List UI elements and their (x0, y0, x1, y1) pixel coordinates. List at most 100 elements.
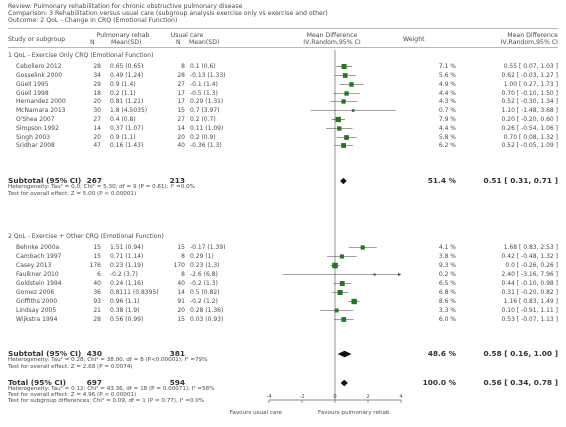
exp-mean-sd: 0.56 (0.99) (110, 316, 144, 323)
point-estimate (335, 116, 341, 123)
point-estimate (337, 126, 342, 131)
study-ci: 0.62 [ -0.03, 1.27 ] (501, 72, 558, 79)
study-weight: 4.4 % (438, 90, 456, 97)
total-effect-text: Test for overall effect: Z = 4.96 (P < 0… (8, 392, 137, 398)
point-estimate (341, 317, 347, 322)
point-estimate (344, 135, 349, 140)
study-ci: 0.55 [ 0.07, 1.03 ] (503, 63, 558, 70)
col-ctl-group: Usual care (170, 32, 204, 39)
overall-effect-text: Test for overall effect: Z = 5.00 (P < 0… (8, 191, 137, 197)
study-name: Lindsay 2005 (16, 307, 57, 314)
ctl-n: 8 (181, 253, 185, 260)
subtotal-exp-n: 267 (86, 176, 102, 185)
subgroup-differences-text: Test for subgroup differences: Chi² = 0.… (8, 398, 205, 404)
x-tick-label: 4 (399, 394, 403, 400)
study-weight: 7.9 % (438, 116, 456, 123)
point-estimate (334, 308, 339, 313)
exp-mean-sd: 0.37 (1.07) (110, 125, 144, 132)
study-weight: 5.6 % (438, 72, 456, 79)
point-estimate (344, 91, 349, 96)
study-ci: 0.44 [ -0.10, 0.98 ] (501, 280, 558, 287)
exp-mean-sd: 1.8 (4.5035) (110, 107, 148, 114)
ctl-mean-sd: 0.28 (1.36) (190, 307, 224, 314)
exp-mean-sd: -0.2 (3.7) (110, 271, 138, 278)
study-name: Sridhar 2008 (16, 142, 55, 149)
ctl-mean-sd: 0.11 (1.09) (190, 125, 224, 132)
exp-n: 15 (93, 253, 101, 260)
study-name: Simpson 1992 (16, 125, 59, 132)
total-exp-n: 697 (86, 378, 102, 387)
exp-mean-sd: 0.16 (1.43) (110, 142, 144, 149)
study-weight: 6.0 % (438, 316, 456, 323)
pooled-diamond (340, 379, 348, 387)
exp-n: 20 (93, 98, 101, 105)
ctl-n: 15 (177, 316, 185, 323)
total-ci: 0.56 [ 0.34, 0.78 ] (483, 378, 558, 387)
ctl-mean-sd: 0.2 (0.9) (190, 134, 216, 141)
study-name: Casey 2013 (16, 262, 52, 269)
col-md-title: Mean Difference (306, 32, 358, 39)
study-ci: 1.16 [ 0.83, 1.49 ] (503, 298, 558, 305)
exp-mean-sd: 0.71 (1.14) (110, 253, 144, 260)
ctl-mean-sd: -0.2 (1.3) (190, 280, 218, 287)
exp-n: 36 (93, 289, 101, 296)
overall-effect-text: Test for overall effect: Z = 2.68 (P = 0… (8, 364, 133, 370)
ctl-mean-sd: 0.2 (0.7) (190, 116, 216, 123)
axis-right-label: Favours pulmonary rehab (318, 410, 390, 416)
study-ci: 0.70 [ 0.08, 1.32 ] (503, 134, 558, 141)
ctl-mean-sd: -0.36 (1.3) (190, 142, 222, 149)
x-tick-label: -4 (266, 394, 272, 400)
study-name: Cambach 1997 (16, 253, 62, 260)
study-weight: 3.3 % (438, 307, 456, 314)
col-md2-method: IV,Random,95% CI (500, 39, 558, 46)
study-ci: 0.70 [ -0.10, 1.50 ] (501, 90, 558, 97)
exp-n: 14 (93, 125, 101, 132)
point-estimate (351, 109, 355, 112)
col-ctl-mean: Mean(SD) (189, 39, 220, 46)
ctl-mean-sd: 0.5 (0.82) (190, 289, 220, 296)
exp-mean-sd: 0.2 (1.1) (110, 90, 136, 97)
col-exp-mean: Mean(SD) (111, 39, 142, 46)
outcome-title: Outcome: 2 QoL - Change in CRQ (Emotiona… (8, 17, 178, 24)
study-name: McNamara 2013 (16, 107, 66, 114)
study-name: Singh 2003 (16, 134, 51, 141)
col-exp-group: Pulmonary rehab (96, 32, 150, 39)
header-rule-bottom (8, 47, 558, 48)
ctl-n: 15 (177, 107, 185, 114)
exp-n: 18 (93, 90, 101, 97)
point-estimate (339, 281, 345, 286)
study-weight: 9.3 % (438, 262, 456, 269)
study-weight: 0.2 % (438, 271, 456, 278)
study-weight: 6.5 % (438, 280, 456, 287)
study-name: Gomez 2006 (16, 289, 55, 296)
exp-n: 28 (93, 63, 101, 70)
point-estimate (341, 99, 346, 104)
exp-n: 21 (93, 307, 101, 314)
exp-mean-sd: 0.81 (1.21) (110, 98, 144, 105)
study-name: Faulkner 2010 (16, 271, 59, 278)
subtotal-ci: 0.51 [ 0.31, 0.71 ] (483, 176, 558, 185)
study-ci: 0.26 [ -0.54, 1.06 ] (501, 125, 558, 132)
study-name: Güell 1998 (16, 90, 49, 97)
exp-mean-sd: 0.8111 (0.8395) (110, 289, 159, 296)
point-estimate (342, 73, 348, 78)
study-name: O'Shea 2007 (16, 116, 55, 123)
comparison-title: Comparison: 3 Rehabilitation versus usua… (8, 10, 328, 17)
subgroup-title: 2 QoL - Exercise + Other CRQ (Emotional … (8, 233, 164, 240)
ctl-mean-sd: 0.03 (0.93) (190, 316, 224, 323)
study-weight: 3.8 % (438, 253, 456, 260)
study-weight: 7.1 % (438, 63, 456, 70)
ctl-mean-sd: -0.17 (1.39) (190, 244, 226, 251)
subtotal-label: Subtotal (95% CI) (8, 349, 82, 358)
exp-n: 6 (97, 271, 101, 278)
study-name: Behnke 2000a (16, 244, 60, 251)
ctl-n: 15 (177, 244, 185, 251)
subtotal-ci: 0.58 [ 0.16, 1.00 ] (483, 349, 558, 358)
exp-mean-sd: 0.65 (0.65) (110, 63, 144, 70)
study-ci: 0.0 [ -0.26, 0.26 ] (505, 262, 558, 269)
pooled-diamond (337, 350, 352, 358)
exp-n: 40 (93, 280, 101, 287)
ctl-mean-sd: 0.23 (1.3) (190, 262, 220, 269)
col-exp-n: N (90, 39, 95, 46)
